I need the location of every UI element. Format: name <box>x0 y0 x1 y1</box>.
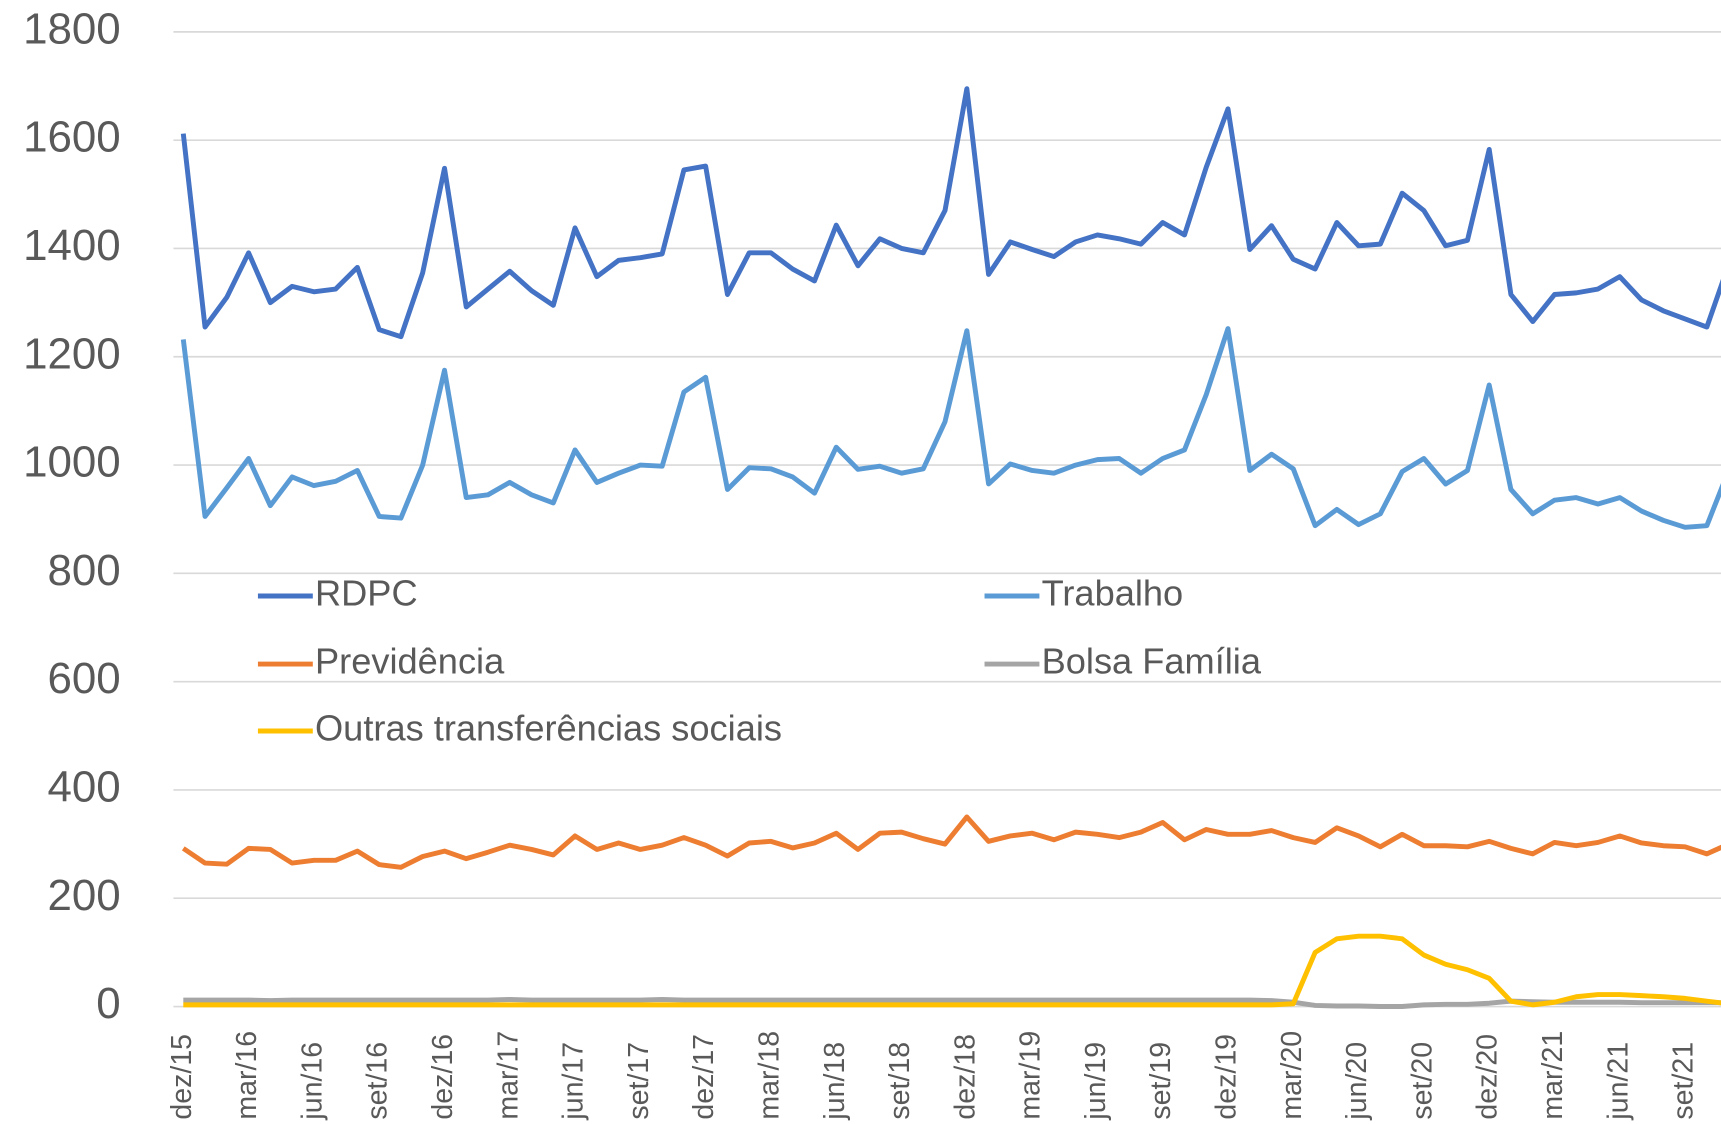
y-tick-label: 0 <box>96 979 120 1028</box>
x-tick-label: dez/18 <box>949 1034 981 1120</box>
series-line <box>181 814 1721 870</box>
legend-label: Trabalho <box>1042 573 1184 614</box>
x-tick-label: mar/21 <box>1537 1031 1569 1120</box>
series-line <box>180 86 1721 340</box>
legend-label: Bolsa Família <box>1042 641 1262 682</box>
y-tick-label: 600 <box>47 654 120 703</box>
x-tick-label: mar/20 <box>1276 1031 1308 1120</box>
grid <box>173 31 1721 1008</box>
y-tick-label: 1400 <box>23 221 121 270</box>
x-tick-label: mar/18 <box>753 1031 785 1120</box>
legend-label: Outras transferências sociais <box>315 708 782 749</box>
x-tick-label: jun/17 <box>558 1042 590 1121</box>
plot-lines <box>180 86 1721 1009</box>
x-tick-label: jun/20 <box>1341 1042 1373 1121</box>
legend: RDPC Trabalho Previdência Bolsa Família Outr… <box>257 573 1262 749</box>
y-tick-label: 200 <box>47 871 120 920</box>
x-tick-label: set/16 <box>362 1042 394 1120</box>
x-tick-label: set/21 <box>1668 1042 1700 1120</box>
series-line <box>180 326 1721 530</box>
x-tick-label: jun/16 <box>296 1042 328 1121</box>
x-tick-label: jun/21 <box>1602 1042 1634 1121</box>
series-line <box>183 997 1721 1009</box>
x-tick-label: set/19 <box>1145 1042 1177 1120</box>
x-tick-label: dez/17 <box>688 1034 720 1120</box>
series-line <box>183 933 1721 1008</box>
y-tick-label: 800 <box>47 546 120 595</box>
x-tick-label: set/20 <box>1406 1042 1438 1120</box>
x-tick-label: mar/19 <box>1015 1031 1047 1120</box>
x-tick-label: set/18 <box>884 1042 916 1120</box>
x-tick-label: mar/17 <box>492 1031 524 1120</box>
x-tick-label: dez/19 <box>1211 1034 1243 1120</box>
x-tick-label: jun/19 <box>1080 1042 1112 1121</box>
legend-label: RDPC <box>315 573 418 614</box>
y-tick-label: 400 <box>47 763 120 812</box>
x-tick-label: jun/18 <box>819 1042 851 1121</box>
x-tick-label: dez/16 <box>427 1034 459 1120</box>
x-tick-label: set/17 <box>623 1042 655 1120</box>
legend-label: Previdência <box>315 641 505 682</box>
y-tick-label: 1800 <box>23 4 121 53</box>
x-tick-label: dez/15 <box>166 1034 198 1120</box>
y-tick-label: 1600 <box>23 113 121 162</box>
x-tick-label: mar/16 <box>231 1031 263 1120</box>
x-tick-label: dez/20 <box>1472 1034 1504 1120</box>
y-tick-label: 1000 <box>23 438 121 487</box>
y-tick-label: 1200 <box>23 329 121 378</box>
labels: 0 200 400 600 800 1000 1200 1400 1600 1800 dez/15 m… <box>23 4 1700 1120</box>
